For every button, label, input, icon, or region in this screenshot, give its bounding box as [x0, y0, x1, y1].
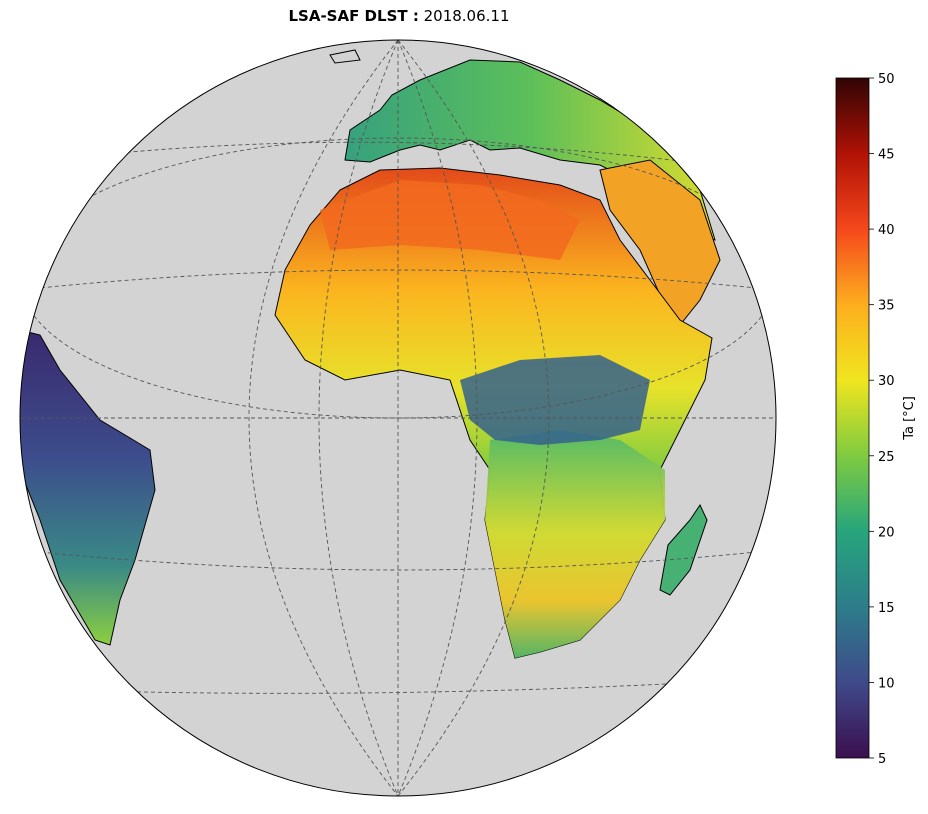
globe-map — [19, 39, 777, 797]
graticule — [20, 40, 776, 796]
colorbar-tick-label: 20 — [878, 525, 895, 540]
title-date: 2018.06.11 — [423, 7, 510, 25]
colorbar-tick-label: 10 — [878, 676, 895, 691]
colorbar-tick-label: 35 — [878, 299, 895, 314]
iceland-outline — [329, 49, 361, 64]
sahara-region — [320, 180, 580, 260]
colorbar-tick-label: 25 — [878, 450, 895, 465]
colorbar-tick-label: 15 — [878, 601, 895, 616]
colorbar-tick-label: 30 — [878, 374, 895, 389]
globe-outline — [19, 39, 777, 797]
south-america-landmass — [20, 329, 156, 646]
map-title: LSA-SAF DLST : 2018.06.11 — [0, 7, 798, 25]
colorbar-tick-label: 45 — [878, 148, 895, 163]
title-product: LSA-SAF DLST : — [288, 7, 419, 25]
colorbar-tick-label: 5 — [878, 752, 886, 767]
madagascar-landmass — [659, 503, 708, 596]
colorbar-ticks: 5 10 15 20 25 30 35 40 45 50 — [869, 72, 895, 767]
colorbar-tick-label: 50 — [878, 72, 895, 87]
colorbar-tick-label: 40 — [878, 223, 895, 238]
central-africa-region — [460, 355, 650, 445]
southern-africa-region — [485, 430, 665, 658]
colorbar-label: Ta [°C] — [902, 396, 917, 441]
middle-east-landmass — [599, 159, 721, 326]
colorbar-ramp — [835, 77, 870, 759]
